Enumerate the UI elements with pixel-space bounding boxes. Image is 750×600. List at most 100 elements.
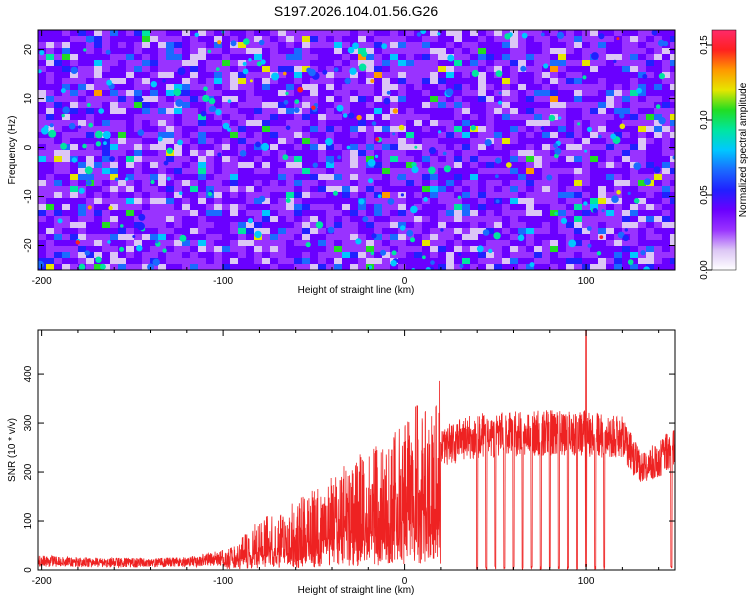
heatmap-blob [132,235,136,238]
heatmap-cell [110,54,118,60]
heatmap-cell [598,144,606,150]
snr-x-axis: -200 -100 0 100 [32,330,660,587]
heatmap-cell [606,132,614,138]
heatmap-cell [366,108,374,114]
heatmap-cell [62,228,70,234]
heatmap-cell [214,168,222,174]
heatmap-cell [430,264,438,270]
heatmap-cell [102,126,110,132]
heatmap-cell [646,132,654,138]
heatmap-cell [142,198,150,204]
heatmap-cell [222,264,230,270]
heatmap-cell [158,72,166,78]
heatmap-cell [78,252,86,258]
heatmap-blob [406,229,414,237]
heatmap-cell [326,114,334,120]
heatmap-cell [558,258,566,264]
heatmap-cell [174,30,182,36]
heatmap-cell [246,120,254,126]
heatmap-cell [318,48,326,54]
heatmap-cell [102,114,110,120]
heatmap-cell [486,198,494,204]
heatmap-cell [294,198,302,204]
heatmap-cell [382,66,390,72]
heatmap-cell [470,246,478,252]
heatmap-cell [174,114,182,120]
heatmap-cell [526,30,534,36]
heatmap-cell [126,150,134,156]
heatmap-cell [302,66,310,72]
heatmap-cell [486,96,494,102]
heatmap-cell [158,120,166,126]
heatmap-cell [358,258,366,264]
heatmap-cell [54,234,62,240]
heatmap-cell [430,174,438,180]
heatmap-cell [590,234,598,240]
y-tick-label: 10 [23,93,34,105]
heatmap-blob [333,67,339,72]
heatmap-cell [574,240,582,246]
heatmap-cell [46,54,54,60]
heatmap-cell [614,42,622,48]
heatmap-cell [198,138,206,144]
heatmap-cell [422,138,430,144]
heatmap-cell [78,120,86,126]
heatmap-cell [118,162,126,168]
heatmap-cell [342,252,350,258]
heatmap-cell [414,102,422,108]
heatmap-cell [174,66,182,72]
heatmap-cell [438,36,446,42]
heatmap-cell [454,174,462,180]
heatmap-cell [558,90,566,96]
heatmap-cell [470,150,478,156]
heatmap-cell [238,144,246,150]
heatmap-cell [62,156,70,162]
heatmap-cell [278,54,286,60]
heatmap-cell [382,72,390,78]
heatmap-cell [86,48,94,54]
heatmap-cell [110,162,118,168]
heatmap-cell [598,198,606,204]
heatmap-cell [198,108,206,114]
heatmap-cell [318,198,326,204]
heatmap-cell [414,174,422,180]
heatmap-cell [262,234,270,240]
heatmap-cell [510,246,518,252]
heatmap-cell [574,228,582,234]
heatmap-cell [366,192,374,198]
heatmap-cell [646,30,654,36]
heatmap-cell [158,138,166,144]
heatmap-cell [398,156,406,162]
heatmap-cell [382,36,390,42]
heatmap-cell [94,150,102,156]
heatmap-cell [102,90,110,96]
heatmap-cell [182,210,190,216]
heatmap-cell [366,258,374,264]
heatmap-cell [270,102,278,108]
heatmap-cell [566,102,574,108]
heatmap-cell [510,42,518,48]
heatmap-cell [646,204,654,210]
heatmap-cell [382,90,390,96]
heatmap-cell [182,174,190,180]
heatmap-cell [270,234,278,240]
heatmap-cell [574,186,582,192]
heatmap-cell [326,222,334,228]
heatmap-cell [622,42,630,48]
heatmap-cell [598,240,606,246]
heatmap-cell [334,90,342,96]
heatmap-cell [430,66,438,72]
heatmap-cell [470,192,478,198]
heatmap-cell [350,258,358,264]
heatmap-cell [238,186,246,192]
heatmap-cell [230,78,238,84]
heatmap-cell [350,252,358,258]
heatmap-cell [86,84,94,90]
heatmap-cell [134,186,142,192]
heatmap-cell [518,48,526,54]
heatmap-cell [566,156,574,162]
heatmap-cell [590,132,598,138]
heatmap-cell [214,54,222,60]
heatmap-cell [358,114,366,120]
heatmap-cell [390,138,398,144]
